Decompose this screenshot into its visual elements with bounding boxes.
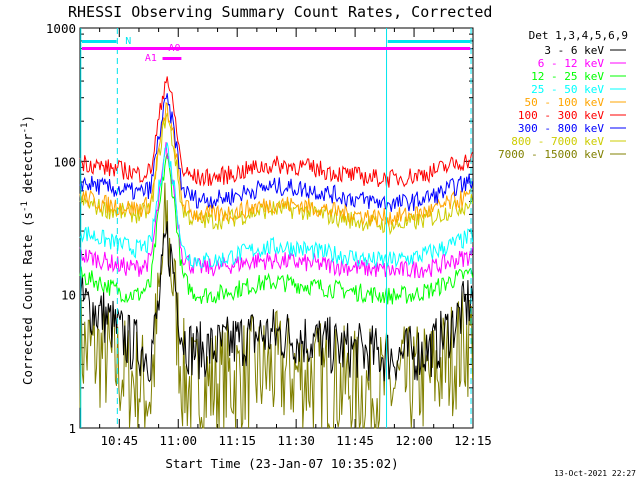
series-line-5 xyxy=(79,76,474,188)
x-tick-label: 12:15 xyxy=(454,433,492,448)
series-line-2 xyxy=(79,152,474,305)
y-tick-label: 100 xyxy=(53,154,76,169)
y-axis-label-main: Corrected Count Rate (s xyxy=(20,212,35,385)
y-axis-label: Corrected Count Rate (s-1 detector-1) xyxy=(20,115,35,385)
x-tick-label: 11:15 xyxy=(218,433,256,448)
legend-entry-label: 6 - 12 keV xyxy=(538,57,605,70)
y-axis-label-sup2: -1 xyxy=(20,123,30,134)
legend-entry-label: 300 - 800 keV xyxy=(518,122,604,135)
legend-entry-label: 100 - 300 keV xyxy=(518,109,604,122)
legend-entry-label: 25 - 50 keV xyxy=(531,83,604,96)
y-tick-label: 1000 xyxy=(46,21,76,36)
x-tick-label: 10:45 xyxy=(100,433,138,448)
y-axis-label-mid: detector xyxy=(20,133,35,201)
legend-entry-label: 50 - 100 keV xyxy=(525,96,605,109)
series-line-1 xyxy=(79,142,474,279)
svg-text:Corrected Count Rate (s-1 dete: Corrected Count Rate (s-1 detector-1) xyxy=(20,115,35,385)
series-line-4 xyxy=(79,101,473,227)
y-tick-label: 10 xyxy=(61,288,76,303)
series-line-6 xyxy=(79,93,474,212)
x-tick-label: 11:30 xyxy=(277,433,315,448)
chart-title: RHESSI Observing Summary Count Rates, Co… xyxy=(68,3,492,21)
legend-entry-label: 3 - 6 keV xyxy=(544,44,604,57)
attenuator-a1-bar xyxy=(162,57,182,60)
legend-title: Det 1,3,4,5,6,9 xyxy=(529,29,628,42)
attenuator-a0-bar xyxy=(81,47,471,50)
y-axis-label-sup1: -1 xyxy=(20,201,30,212)
x-axis-label: Start Time (23-Jan-07 10:35:02) xyxy=(165,456,398,471)
timestamp: 13-Oct-2021 22:27 xyxy=(554,469,636,478)
attenuator-a1-label: A1 xyxy=(145,53,157,64)
legend-entry-label: 12 - 25 keV xyxy=(531,70,604,83)
night-bar-left xyxy=(81,40,117,43)
night-bar-right xyxy=(387,40,471,43)
attenuator-a0-label: A0 xyxy=(168,43,180,54)
x-tick-label: 11:45 xyxy=(336,433,374,448)
x-tick-label: 11:00 xyxy=(159,433,197,448)
y-axis-label-end: ) xyxy=(20,115,35,123)
legend-entry-label: 7000 - 15000 keV xyxy=(498,148,604,161)
legend-entry-label: 800 - 7000 keV xyxy=(511,135,604,148)
series-line-7 xyxy=(79,112,474,236)
series-line-8 xyxy=(79,182,474,429)
series-line-0 xyxy=(79,221,474,383)
x-tick-label: 12:00 xyxy=(395,433,433,448)
y-tick-label: 1 xyxy=(68,421,76,436)
series-line-3 xyxy=(79,142,474,269)
plot-area: 1 10 100 1000 10:45 11:00 11:15 11:30 11:45 12:00… xyxy=(46,21,492,448)
night-label: N xyxy=(125,36,131,47)
